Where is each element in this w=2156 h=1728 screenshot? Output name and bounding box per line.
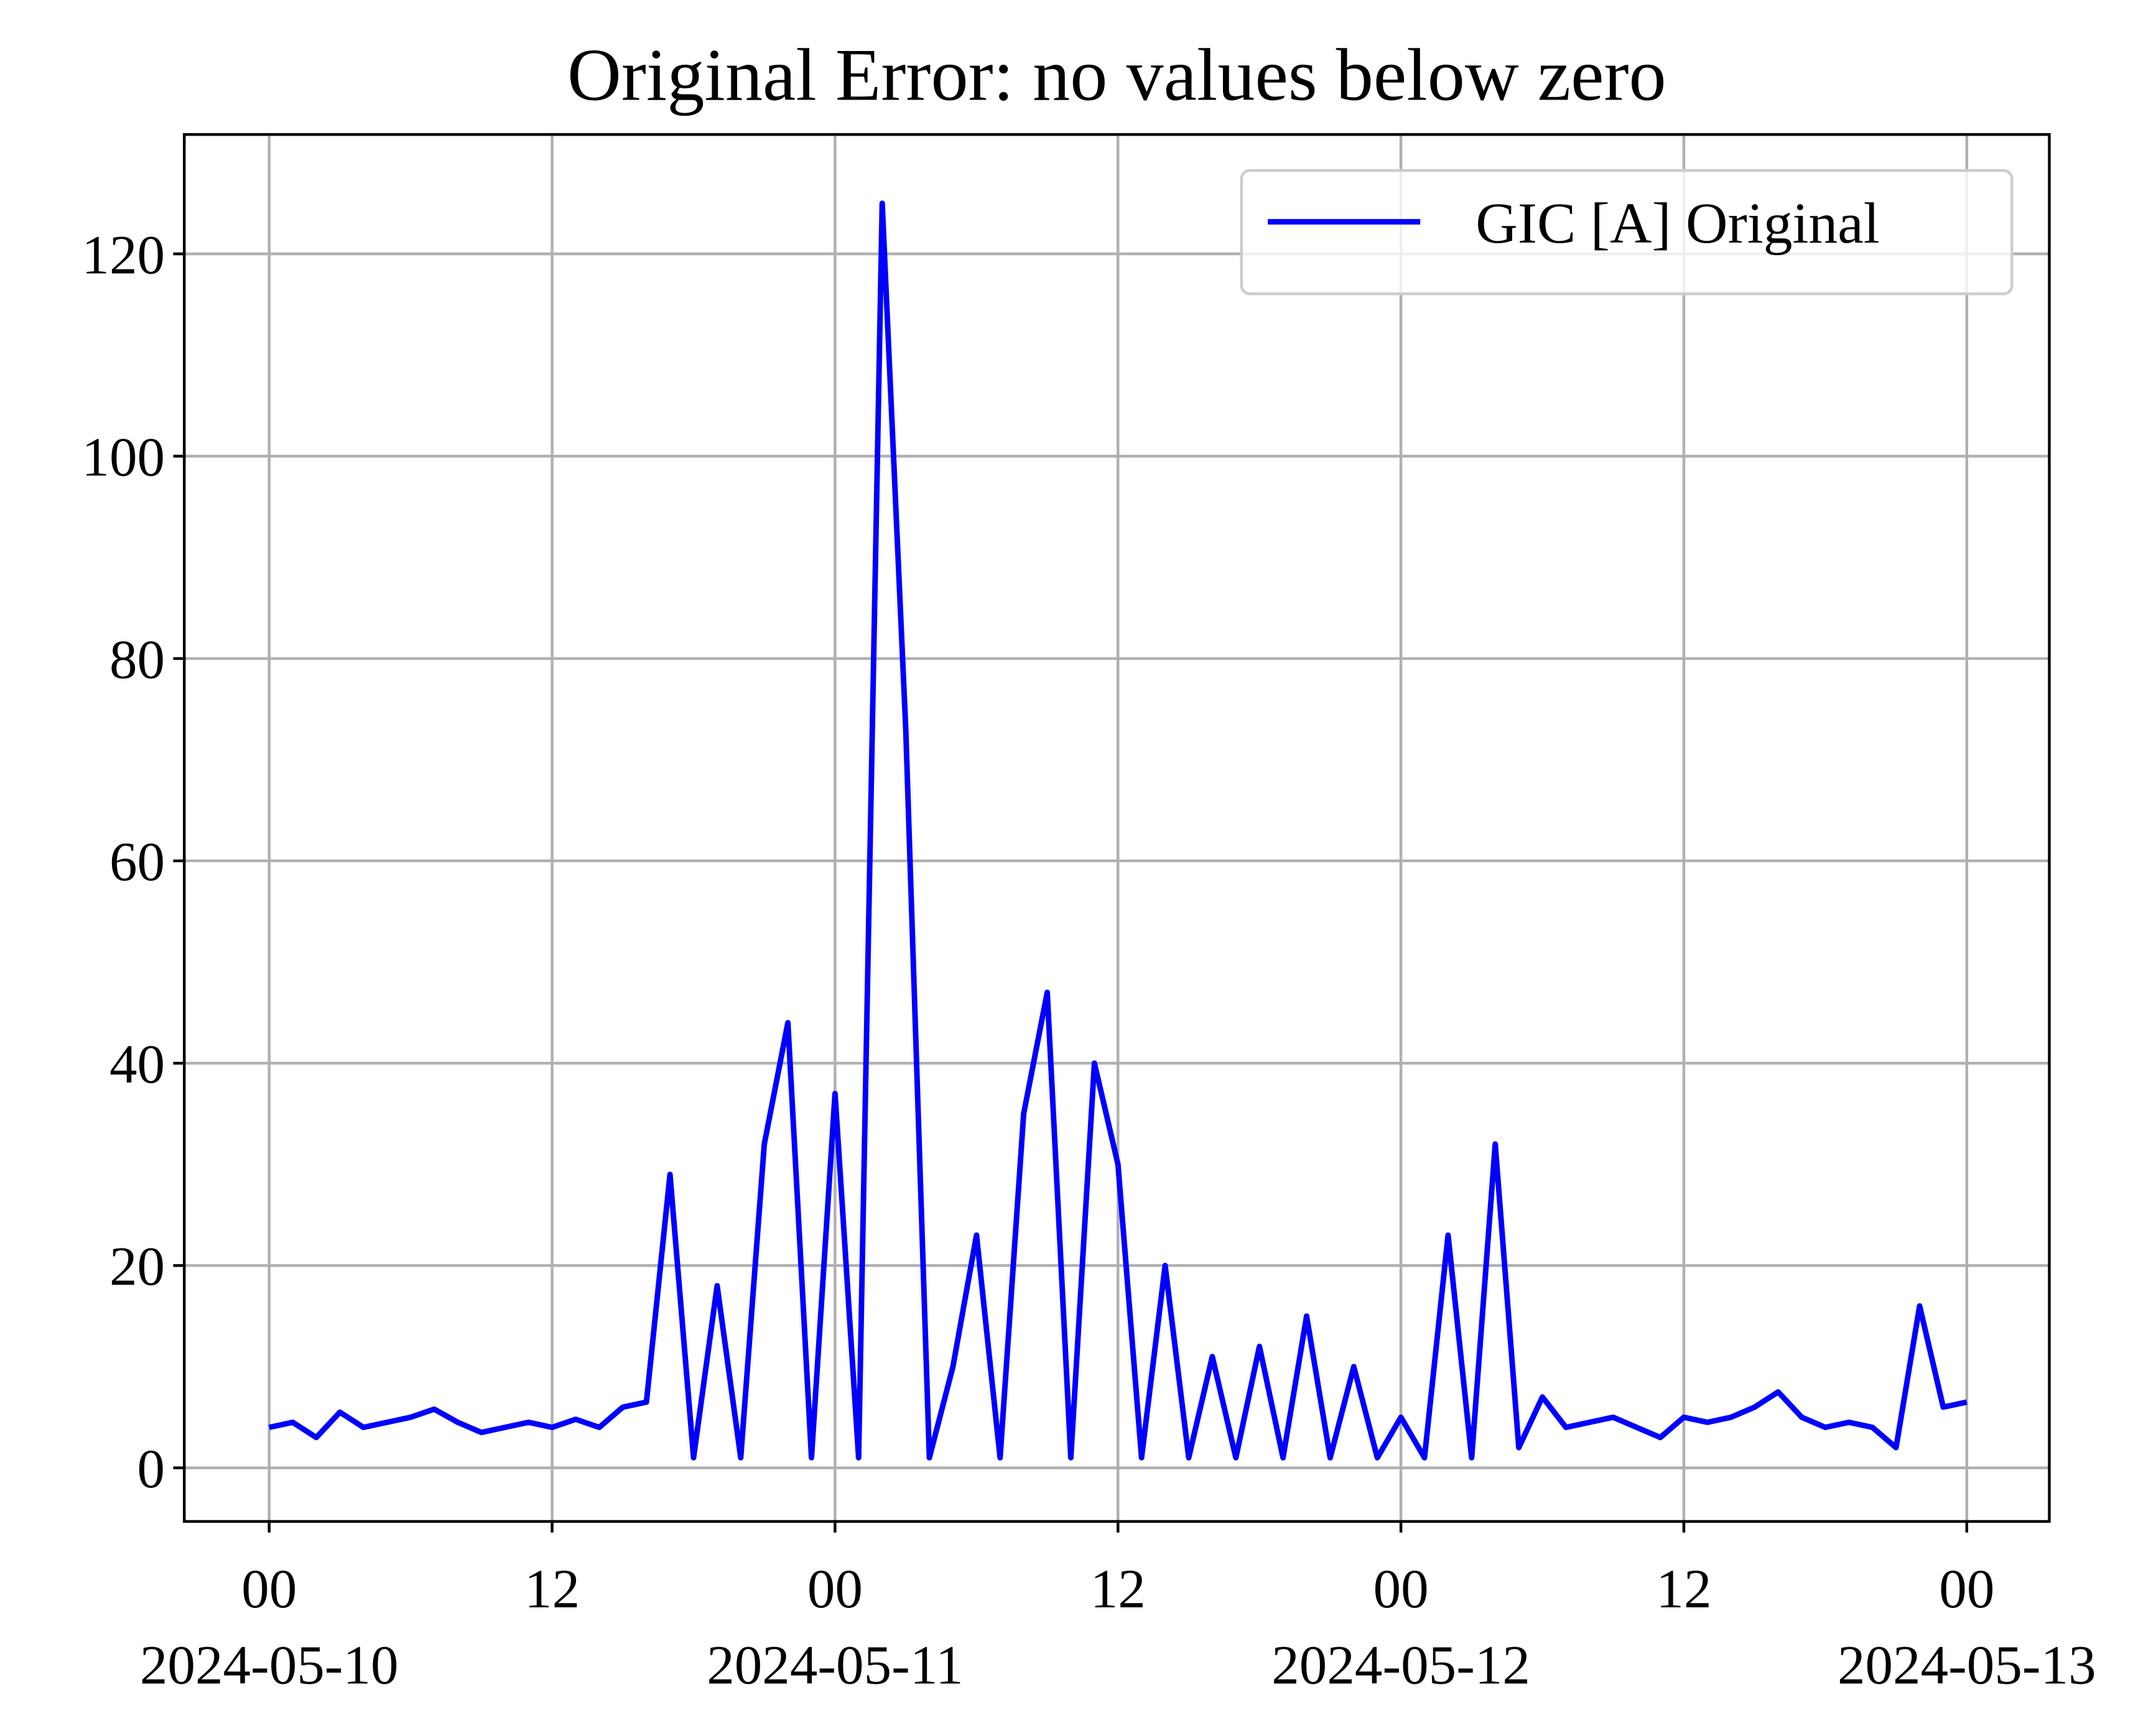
x-tick-label: 12 (524, 1559, 580, 1620)
x-tick-label: 12 (1656, 1559, 1711, 1620)
data-line (268, 200, 1968, 1461)
y-tick-label: 80 (109, 629, 165, 690)
y-tick-label: 40 (109, 1034, 165, 1095)
legend-box (1240, 169, 2014, 295)
x-tick-label: 00 2024-05-10 (140, 1559, 399, 1696)
y-tick-label: 20 (109, 1237, 165, 1298)
x-tick-label: 00 2024-05-13 (1838, 1559, 2096, 1696)
x-tick-label: 00 2024-05-11 (707, 1559, 963, 1696)
x-tick-label: 12 (1090, 1559, 1146, 1620)
chart-title: Original Error: no values below zero (567, 34, 1666, 117)
y-tick-label: 0 (137, 1439, 165, 1500)
y-tick-label: 100 (81, 427, 165, 488)
y-tick-label: 60 (109, 832, 165, 893)
legend-label: GIC [A] Original (1475, 192, 1879, 256)
x-tick-label: 00 2024-05-12 (1271, 1559, 1530, 1696)
y-tick-label: 120 (81, 225, 165, 286)
